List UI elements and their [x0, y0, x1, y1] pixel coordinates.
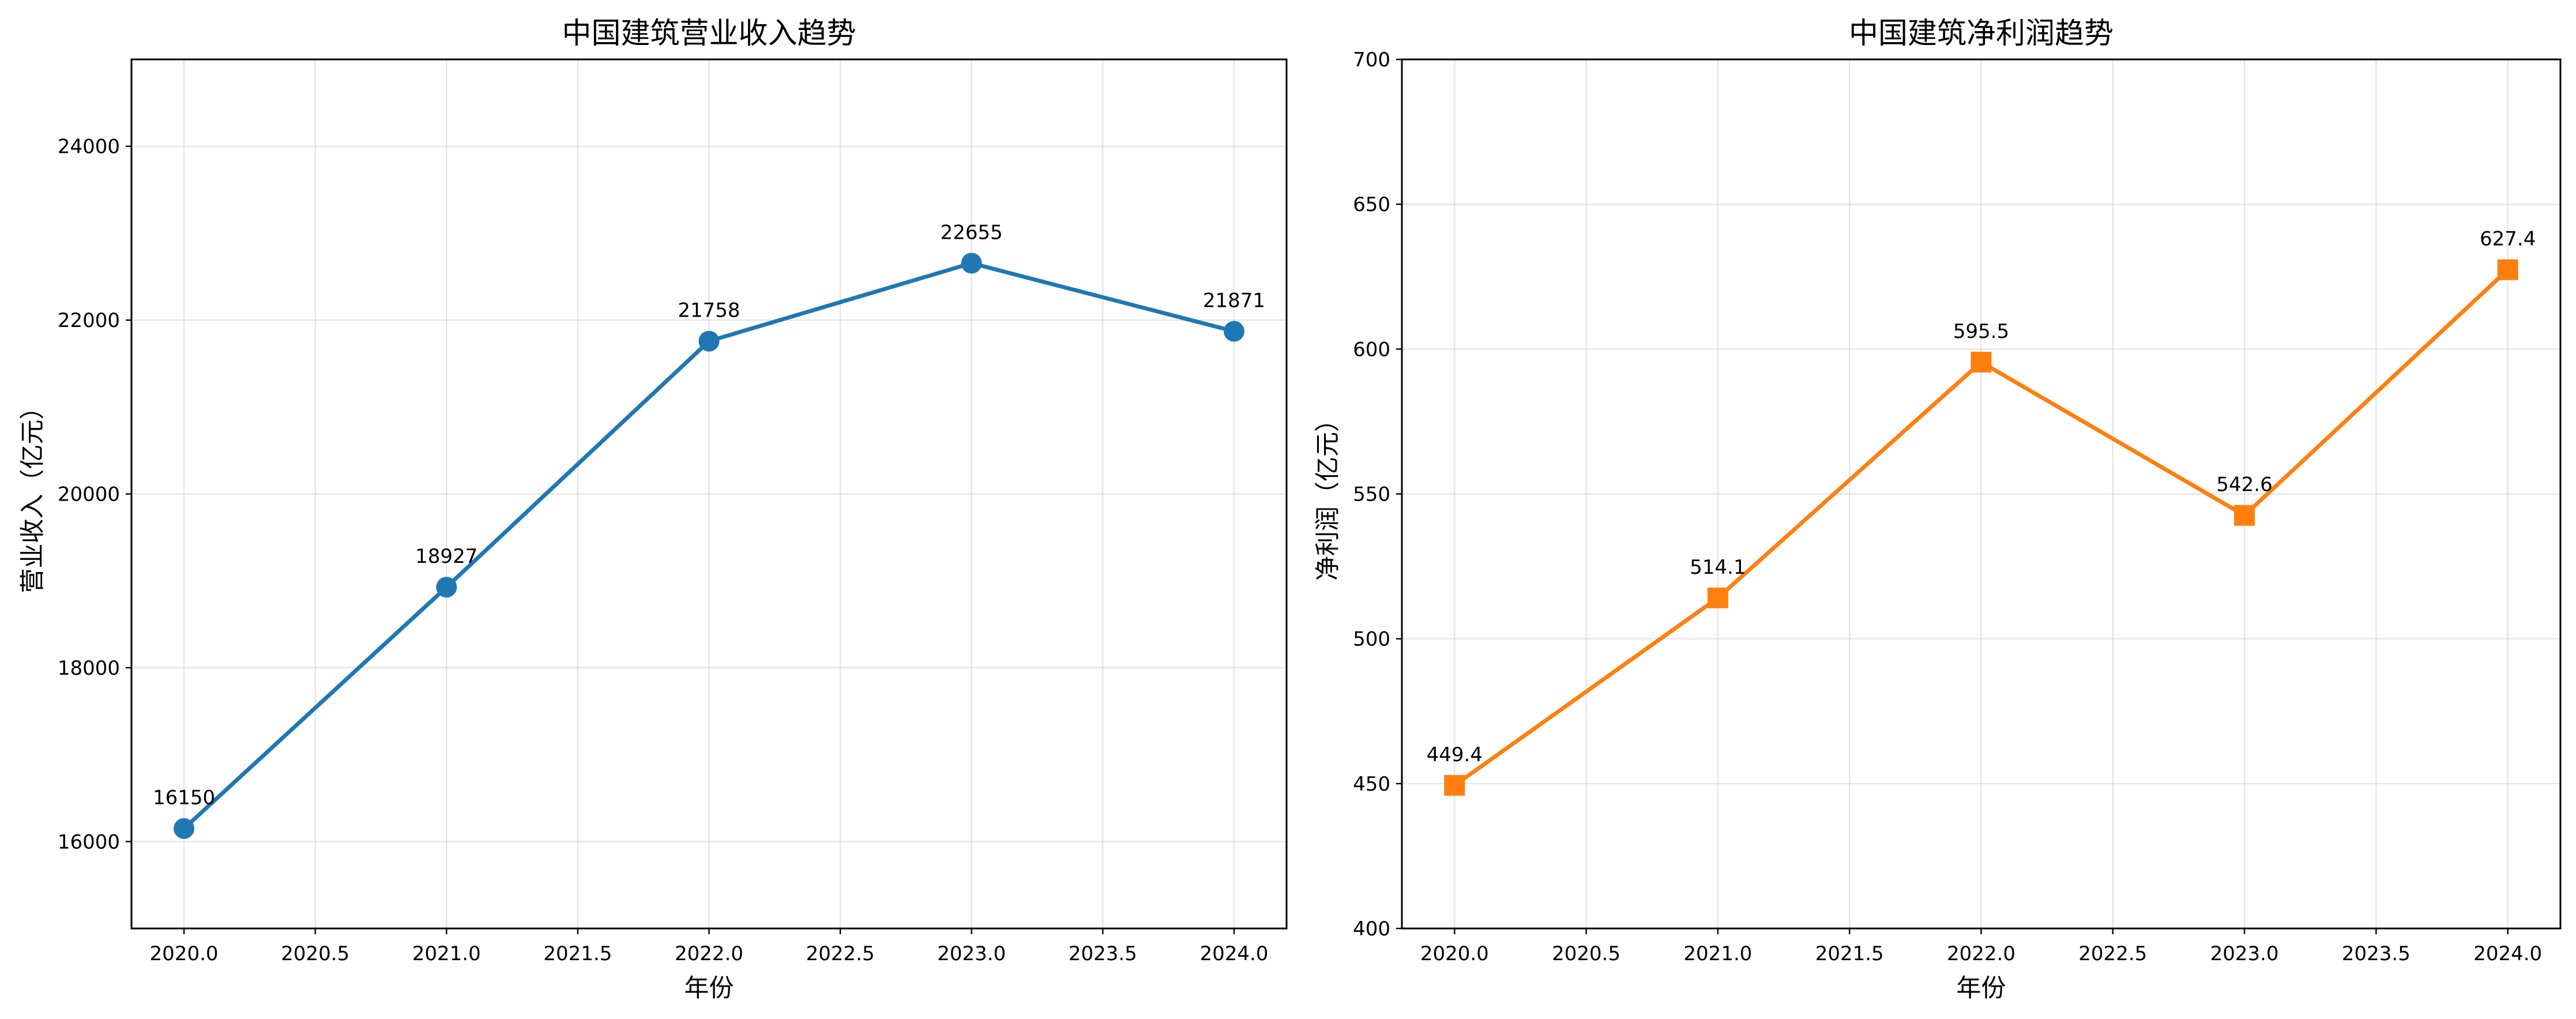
data-point [1223, 321, 1244, 342]
x-tick-label: 2023.0 [937, 942, 1006, 965]
data-point [174, 818, 195, 839]
y-tick-label: 700 [1353, 48, 1390, 72]
y-axis-label: 净利润（亿元） [1314, 407, 1342, 581]
data-point [436, 577, 457, 598]
chart-revenue: 2020.0 2020.5 2021.0 2021.5 2022.0 2022.5 2023… [18, 17, 1288, 1003]
data-point [1970, 351, 1992, 373]
y-tick-label: 400 [1353, 918, 1390, 941]
y-tick-label: 20000 [58, 483, 120, 506]
x-tick-label: 2021.5 [1815, 942, 1884, 965]
x-tick-label: 2024.0 [2473, 942, 2542, 965]
series-0: 16150 18927 21758 22655 21871 [153, 221, 1265, 839]
y-tick-label: 450 [1353, 773, 1390, 796]
x-tick-label: 2021.0 [412, 942, 481, 965]
x-tick-label: 2020.0 [150, 942, 219, 965]
x-tick-label: 2023.5 [1069, 942, 1137, 965]
data-point [698, 330, 720, 352]
grid [1402, 58, 2560, 930]
data-label: 449.4 [1427, 743, 1483, 766]
data-point [1444, 774, 1465, 796]
y-tick-label: 650 [1353, 193, 1390, 216]
y-tick-label: 16000 [58, 830, 120, 853]
x-axis-label: 年份 [1957, 974, 2006, 1003]
x-tick-label: 2020.5 [281, 942, 349, 965]
plot-frame [130, 58, 1288, 930]
y-tick-label: 600 [1353, 338, 1390, 361]
y-tick-label: 18000 [58, 657, 120, 680]
data-point [1707, 587, 1728, 608]
data-label: 627.4 [2480, 228, 2536, 251]
x-tick-label: 2022.0 [1947, 942, 2015, 965]
data-label: 21871 [1203, 289, 1265, 313]
y-tick-label: 550 [1353, 483, 1390, 506]
x-tick-label: 2022.5 [2078, 942, 2147, 965]
data-label: 542.6 [2216, 473, 2272, 497]
data-point [2497, 259, 2518, 280]
y-axis-label: 营业收入（亿元） [18, 395, 47, 593]
plot-frame [1401, 58, 2562, 930]
x-tick-label: 2023.0 [2210, 942, 2279, 965]
data-label: 16150 [153, 787, 215, 810]
y-tick-label: 24000 [58, 136, 120, 159]
data-label: 22655 [941, 221, 1003, 244]
y-tick-label: 22000 [58, 309, 120, 332]
x-tick-label: 2020.0 [1420, 942, 1489, 965]
chart-net-profit: 2020.0 2020.5 2021.0 2021.5 2022.0 2022.5 2023… [1314, 17, 2562, 1003]
data-label: 514.1 [1690, 556, 1746, 579]
data-point [2234, 505, 2255, 526]
chart-title: 中国建筑净利润趋势 [1849, 17, 2114, 51]
data-label: 18927 [415, 545, 477, 568]
series-0: 449.4 514.1 595.5 542.6 627.4 [1427, 228, 2536, 796]
data-label: 21758 [678, 299, 740, 322]
y-tick-label: 500 [1353, 628, 1390, 651]
data-label: 595.5 [1953, 320, 2009, 343]
chart-title: 中国建筑营业收入趋势 [562, 17, 856, 51]
x-tick-label: 2020.5 [1552, 942, 1620, 965]
x-tick-label: 2021.0 [1683, 942, 1752, 965]
grid [131, 59, 1287, 928]
x-tick-label: 2022.5 [806, 942, 875, 965]
x-tick-label: 2022.0 [675, 942, 743, 965]
x-tick-label: 2024.0 [1199, 942, 1268, 965]
x-axis-label: 年份 [685, 974, 734, 1003]
data-point [961, 253, 982, 274]
x-tick-label: 2021.5 [543, 942, 612, 965]
x-tick-label: 2023.5 [2342, 942, 2410, 965]
